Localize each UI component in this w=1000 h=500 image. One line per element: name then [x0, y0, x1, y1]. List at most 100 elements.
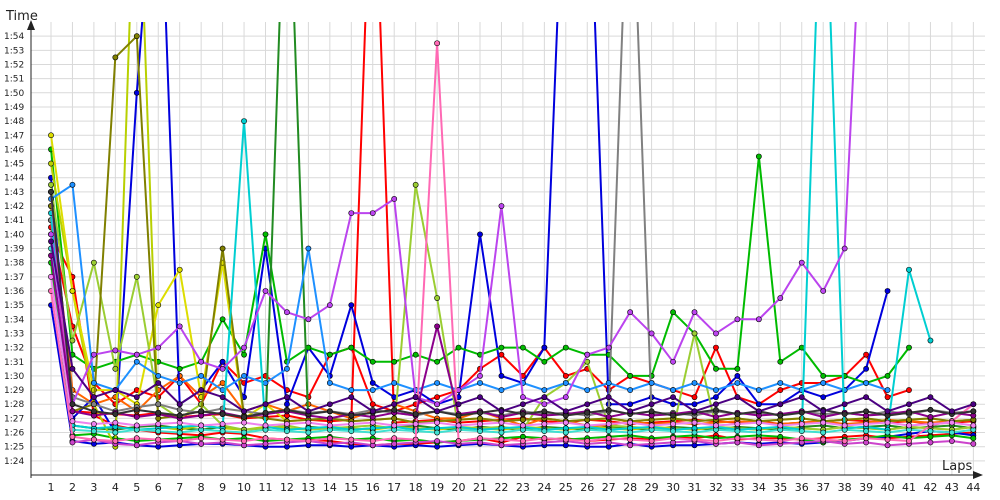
data-point: [241, 429, 247, 436]
data-point: [455, 344, 462, 351]
data-point: [713, 438, 719, 444]
data-point: [155, 421, 162, 427]
data-point: [69, 288, 76, 294]
x-tick-label: 8: [198, 481, 205, 494]
data-point: [906, 401, 912, 408]
series-22: [48, 252, 977, 422]
data-point: [133, 358, 140, 365]
data-point: [434, 394, 440, 401]
x-tick-label: 18: [409, 481, 423, 494]
data-point: [498, 373, 505, 379]
data-point: [798, 409, 805, 416]
x-tick-label: 41: [902, 481, 916, 494]
data-point: [133, 394, 140, 401]
data-point: [262, 380, 269, 386]
data-point: [369, 429, 376, 436]
x-tick-label: 22: [494, 481, 508, 494]
data-point: [884, 387, 891, 393]
data-point: [520, 422, 526, 429]
data-point: [112, 54, 119, 61]
data-point: [562, 408, 569, 415]
data-point: [562, 419, 569, 426]
data-point: [112, 347, 119, 354]
y-tick-label: 1:25: [4, 443, 24, 453]
data-point: [326, 380, 333, 386]
y-tick-label: 1:40: [4, 230, 24, 240]
data-point: [605, 435, 612, 442]
data-point: [262, 435, 269, 442]
x-tick-label: 29: [645, 481, 659, 494]
x-tick-label: 33: [730, 481, 744, 494]
data-point: [369, 210, 376, 217]
data-point: [520, 401, 526, 408]
data-point: [798, 428, 805, 435]
data-point: [305, 408, 312, 415]
data-point: [691, 429, 698, 436]
data-point: [884, 419, 891, 426]
data-point: [219, 316, 226, 323]
x-tick-label: 3: [90, 481, 97, 494]
y-tick-label: 1:35: [4, 301, 24, 311]
data-point: [670, 309, 676, 316]
data-point: [348, 302, 355, 309]
y-tick-label: 1:33: [4, 329, 24, 339]
data-point: [133, 89, 140, 96]
data-point: [155, 436, 162, 443]
data-point: [326, 422, 333, 429]
data-point: [906, 416, 912, 423]
data-point: [863, 380, 869, 386]
data-point: [906, 387, 912, 393]
y-tick-label: 1:42: [4, 202, 24, 212]
data-point: [562, 394, 569, 401]
data-point: [133, 33, 140, 40]
data-point: [670, 435, 676, 442]
y-tick-label: 1:47: [4, 131, 24, 141]
data-point: [627, 309, 634, 316]
data-point: [477, 373, 483, 379]
data-point: [498, 203, 505, 209]
data-point: [305, 419, 312, 426]
data-point: [927, 421, 934, 427]
data-point: [284, 394, 290, 401]
y-tick-label: 1:28: [4, 400, 24, 410]
data-point: [305, 245, 312, 252]
data-point: [841, 438, 848, 444]
data-point: [927, 406, 934, 413]
data-point: [605, 344, 612, 351]
data-point: [69, 433, 76, 440]
data-point: [91, 408, 97, 415]
data-point: [777, 422, 784, 429]
data-point: [326, 302, 333, 309]
data-point: [949, 408, 955, 415]
data-point: [949, 419, 955, 426]
data-point: [627, 442, 634, 449]
data-point: [713, 365, 719, 372]
data-point: [906, 266, 912, 273]
y-tick-label: 1:50: [4, 89, 24, 99]
data-point: [305, 429, 312, 436]
data-point: [369, 387, 376, 393]
data-point: [326, 351, 333, 358]
data-point: [176, 412, 183, 419]
data-point: [820, 436, 827, 443]
y-tick-label: 1:30: [4, 372, 24, 382]
data-point: [219, 394, 226, 401]
data-point: [284, 406, 290, 413]
x-tick-label: 23: [516, 481, 530, 494]
x-tick-label: 39: [859, 481, 873, 494]
x-tick-label: 7: [176, 481, 183, 494]
data-point: [262, 422, 269, 429]
data-point: [284, 421, 290, 427]
y-tick-label: 1:29: [4, 386, 24, 396]
data-point: [820, 380, 827, 386]
series-6: [48, 22, 891, 436]
data-point: [477, 231, 483, 238]
data-point: [241, 118, 247, 124]
data-point: [713, 422, 719, 429]
data-point: [155, 344, 162, 351]
data-point: [777, 380, 784, 386]
x-tick-label: 27: [602, 481, 616, 494]
x-tick-label: 20: [452, 481, 466, 494]
data-point: [133, 435, 140, 442]
data-point: [91, 428, 97, 435]
